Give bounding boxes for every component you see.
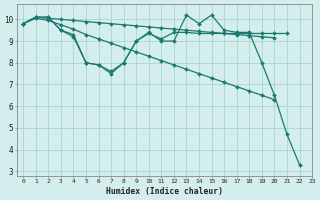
X-axis label: Humidex (Indice chaleur): Humidex (Indice chaleur) [106,187,223,196]
